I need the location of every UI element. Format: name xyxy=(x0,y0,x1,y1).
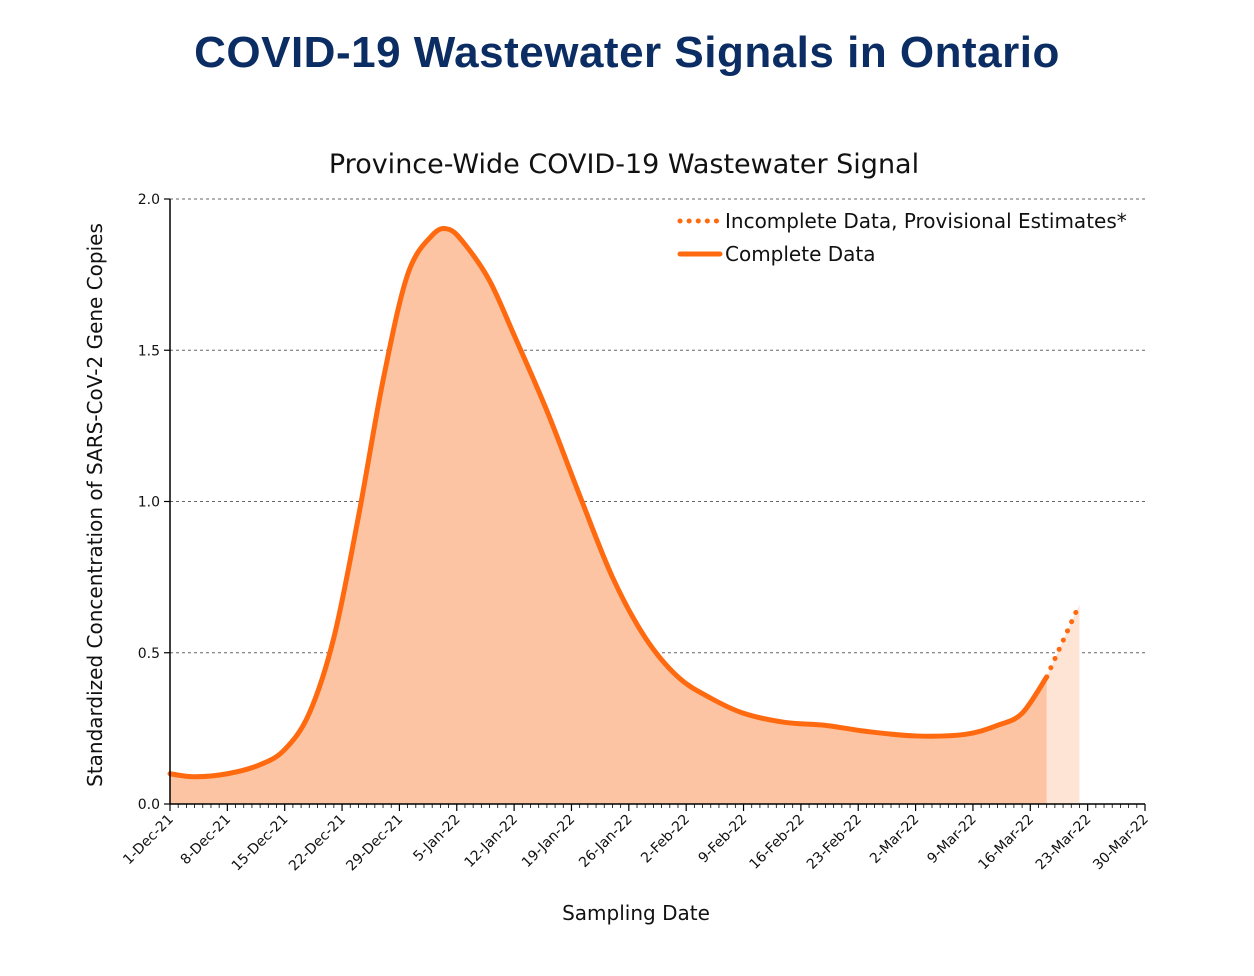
x-tick-label: 30-Mar-22 xyxy=(1090,812,1152,874)
y-tick-label: 0.5 xyxy=(138,646,160,662)
area-fills xyxy=(170,228,1080,804)
complete-data-line xyxy=(167,225,1050,780)
chart-title: Province-Wide COVID-19 Wastewater Signal xyxy=(329,149,919,180)
axes xyxy=(164,198,1146,811)
page-banner-title: COVID-19 Wastewater Signals in Ontario xyxy=(194,28,1060,77)
complete-area xyxy=(170,228,1047,804)
x-tick-label: 1-Dec-21 xyxy=(120,812,177,869)
x-tick-label: 15-Dec-21 xyxy=(229,812,292,875)
y-tick-label: 2.0 xyxy=(138,192,160,208)
x-tick-label: 26-Jan-22 xyxy=(576,812,635,871)
x-tick-label: 2-Feb-22 xyxy=(638,812,693,867)
legend-label-provisional: Incomplete Data, Provisional Estimates* xyxy=(725,209,1127,233)
x-tick-label: 29-Dec-21 xyxy=(343,812,406,875)
x-tick-labels: 1-Dec-21 8-Dec-2115-Dec-2122-Dec-2129-Dec… xyxy=(120,812,1152,875)
provisional-data-line xyxy=(1044,601,1082,680)
series-lines xyxy=(167,225,1082,780)
x-tick-label: 19-Jan-22 xyxy=(519,812,578,871)
y-axis-label: Standardized Concentration of SARS-CoV-2… xyxy=(83,223,107,787)
gridlines xyxy=(170,198,1145,654)
x-tick-label: 23-Feb-22 xyxy=(804,812,865,873)
x-tick-label: 23-Mar-22 xyxy=(1033,812,1095,874)
provisional-area xyxy=(1046,604,1080,804)
x-tick-label: 5-Jan-22 xyxy=(410,812,463,865)
x-tick-label: 2-Mar-22 xyxy=(867,812,922,867)
y-tick-label: 0.0 xyxy=(138,797,160,813)
x-tick-label: 16-Feb-22 xyxy=(747,812,808,873)
legend: Incomplete Data, Provisional Estimates* C… xyxy=(677,209,1127,266)
x-axis-label: Sampling Date xyxy=(562,901,710,925)
y-tick-labels: 0.0 0.5 1.0 1.5 2.0 xyxy=(138,192,160,813)
x-tick-label: 22-Dec-21 xyxy=(286,812,349,875)
y-tick-label: 1.0 xyxy=(138,495,160,511)
x-tick-label: 8-Dec-21 xyxy=(178,812,235,869)
x-tick-label: 9-Feb-22 xyxy=(695,812,750,867)
legend-label-complete: Complete Data xyxy=(725,242,876,266)
x-tick-label: 12-Jan-22 xyxy=(461,812,520,871)
x-tick-label: 9-Mar-22 xyxy=(924,812,979,867)
x-tick-label: 16-Mar-22 xyxy=(975,812,1037,874)
y-tick-label: 1.5 xyxy=(138,343,160,359)
